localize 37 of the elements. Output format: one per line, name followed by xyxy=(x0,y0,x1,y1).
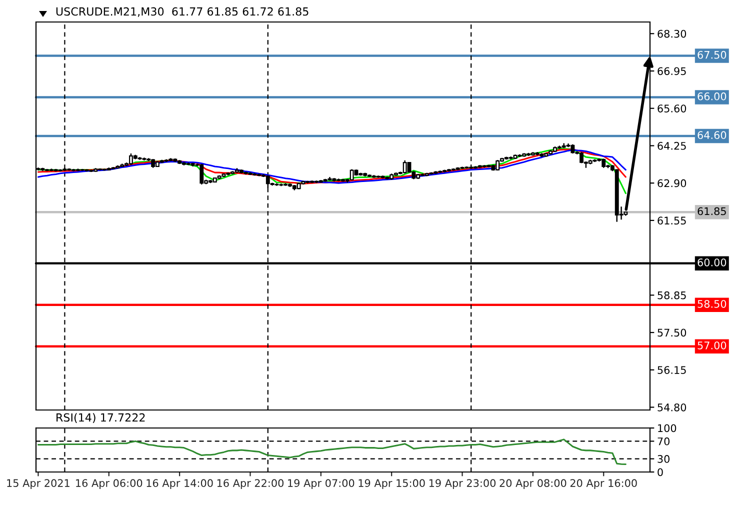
x-tick-label: 16 Apr 06:00 xyxy=(76,479,142,490)
line-series xyxy=(37,438,626,465)
candlestick xyxy=(200,163,204,186)
x-tick-label: 16 Apr 22:00 xyxy=(217,479,284,490)
y-tick-label: 65.60 xyxy=(658,104,686,112)
x-tick-label: 16 Apr 14:00 xyxy=(146,479,213,490)
y-tick-label: 58.85 xyxy=(658,291,686,300)
y-tick-label: 57.50 xyxy=(658,328,686,337)
ref-line-label: 60.00 xyxy=(698,258,726,266)
ref-line-label: 66.00 xyxy=(698,92,726,100)
x-tick-label: 20 Apr 08:00 xyxy=(500,479,566,490)
ref-line-label: 58.50 xyxy=(698,300,726,308)
y-tick-label: 66.95 xyxy=(658,67,686,76)
ref-line-label: 64.60 xyxy=(698,131,726,140)
chart-title: USCRUDE.M21,M30 61.77 61.85 61.72 61.85 xyxy=(56,7,308,17)
candlestick xyxy=(402,160,407,174)
ref-line-label: 67.50 xyxy=(698,50,726,59)
ref-line-label: 57.00 xyxy=(698,341,726,350)
y-tick-label: 56.15 xyxy=(658,366,686,374)
y-tick-label: 62.90 xyxy=(658,179,686,188)
y-tick-label: 54.80 xyxy=(658,403,686,412)
y-tick-label: 100 xyxy=(658,424,676,432)
y-tick-label: 0 xyxy=(658,468,663,476)
x-tick-label: 19 Apr 15:00 xyxy=(358,479,425,490)
candlestick xyxy=(350,168,354,181)
x-tick-label: 15 Apr 2021 xyxy=(7,479,70,490)
ref-line-label: 61.85 xyxy=(698,207,726,216)
x-tick-label: 20 Apr 16:00 xyxy=(570,479,637,490)
y-tick-label: 70 xyxy=(658,437,670,446)
y-tick-label: 30 xyxy=(658,455,670,463)
y-tick-label: 61.55 xyxy=(658,216,686,225)
x-tick-label: 19 Apr 07:00 xyxy=(288,479,354,490)
y-tick-label: 64.25 xyxy=(658,142,686,150)
x-tick-label: 19 Apr 23:00 xyxy=(429,479,496,490)
y-tick-label: 68.30 xyxy=(658,30,686,38)
chart-title: RSI(14) 17.7222 xyxy=(56,413,145,423)
candlestick xyxy=(570,144,575,154)
